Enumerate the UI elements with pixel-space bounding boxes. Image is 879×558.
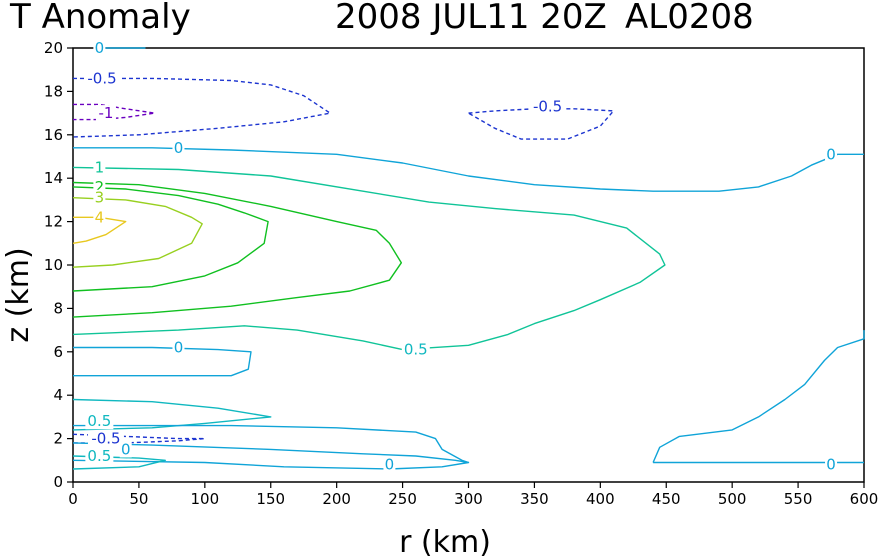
contour-label: -1 <box>98 104 113 122</box>
contour-line-0 <box>73 424 469 464</box>
contour-label-background <box>93 40 106 56</box>
contour-label: 2 <box>95 178 105 196</box>
contour-label-background <box>172 339 185 356</box>
x-tick-label: 400 <box>586 490 615 508</box>
y-tick-label: 14 <box>44 169 63 187</box>
contour-label-background <box>85 413 114 430</box>
x-tick-label: 0 <box>68 490 78 508</box>
contour-line-0 <box>652 330 865 463</box>
y-tick-label: 6 <box>53 343 63 361</box>
contour-label-background <box>172 139 185 156</box>
x-tick-label: 550 <box>784 490 813 508</box>
contour-line-2 <box>72 181 402 318</box>
y-tick-label: 18 <box>44 82 63 100</box>
contour-label: -0.5 <box>533 98 562 116</box>
y-tick-label: 2 <box>53 430 63 448</box>
y-axis-label: z (km) <box>1 247 36 342</box>
contour-label-background <box>84 70 121 87</box>
contour-line-neg0p5 <box>468 108 615 140</box>
y-tick-label: 0 <box>53 473 63 491</box>
x-tick-label: 500 <box>718 490 747 508</box>
y-axis: 0 2 4 6 8 10 12 14 16 18 20 <box>44 39 73 491</box>
contour-line-0 <box>73 346 252 377</box>
contour-label-background <box>383 456 396 473</box>
contour-label: 0 <box>174 139 184 157</box>
contour-label-background <box>825 146 838 163</box>
contour-label: 0.5 <box>87 447 111 465</box>
y-tick-label: 8 <box>53 299 63 317</box>
contour-label: 1 <box>95 158 105 176</box>
x-axis: 0 50 100 150 200 250 300 350 400 450 500 550 600 <box>68 482 878 508</box>
contour-label-background <box>119 441 132 458</box>
contour-label: 0.5 <box>404 341 428 359</box>
contour-lines <box>72 47 865 470</box>
contour-line-0p5 <box>72 455 166 470</box>
x-axis-label: r (km) <box>399 525 491 558</box>
contour-label-background <box>529 98 566 115</box>
x-tick-label: 200 <box>322 490 351 508</box>
x-tick-label: 300 <box>454 490 483 508</box>
contour-label-background <box>93 159 106 176</box>
x-tick-label: 150 <box>256 490 285 508</box>
contour-label: 3 <box>95 189 105 207</box>
x-tick-label: 600 <box>850 490 879 508</box>
y-tick-label: 20 <box>44 39 63 57</box>
contour-label: 4 <box>95 208 105 226</box>
y-tick-label: 16 <box>44 126 63 144</box>
y-tick-label: 4 <box>53 386 63 404</box>
x-tick-label: 450 <box>652 490 681 508</box>
x-tick-label: 350 <box>520 490 549 508</box>
contour-line-0 <box>72 442 470 470</box>
contour-label: 0.5 <box>87 412 111 430</box>
contour-label: 0 <box>826 145 836 163</box>
contour-label: 0 <box>174 338 184 356</box>
contour-label-background <box>401 341 430 358</box>
contour-label: 0 <box>95 39 105 57</box>
y-tick-label: 12 <box>44 213 63 231</box>
chart-title: T Anomaly <box>9 0 191 37</box>
x-tick-label: 100 <box>191 490 220 508</box>
contour-line-0 <box>73 147 864 192</box>
contour-label: 0 <box>121 440 131 458</box>
contour-line-2 <box>72 186 269 292</box>
contour-line-neg0p5 <box>72 77 331 138</box>
chart-title-storm: AL0208 <box>625 0 754 37</box>
contour-label-background <box>85 447 114 464</box>
x-tick-label: 50 <box>129 490 148 508</box>
contour-line-1 <box>72 166 666 351</box>
y-tick-label: 10 <box>44 256 63 274</box>
contour-line-3 <box>72 197 203 268</box>
contour-label-background <box>87 430 124 447</box>
chart-title-date: 2008 JUL11 20Z <box>335 0 607 37</box>
contour-label: 0 <box>826 456 836 474</box>
contour-label: 0 <box>385 456 395 474</box>
x-tick-label: 250 <box>388 490 417 508</box>
contour-label: -0.5 <box>91 430 120 448</box>
contour-label-background <box>95 105 116 122</box>
contour-line-0p5 <box>72 398 272 431</box>
contour-label-background <box>93 189 106 206</box>
contour-label: -0.5 <box>87 69 116 87</box>
contour-label-background <box>93 209 106 226</box>
contour-label-background <box>825 456 838 473</box>
